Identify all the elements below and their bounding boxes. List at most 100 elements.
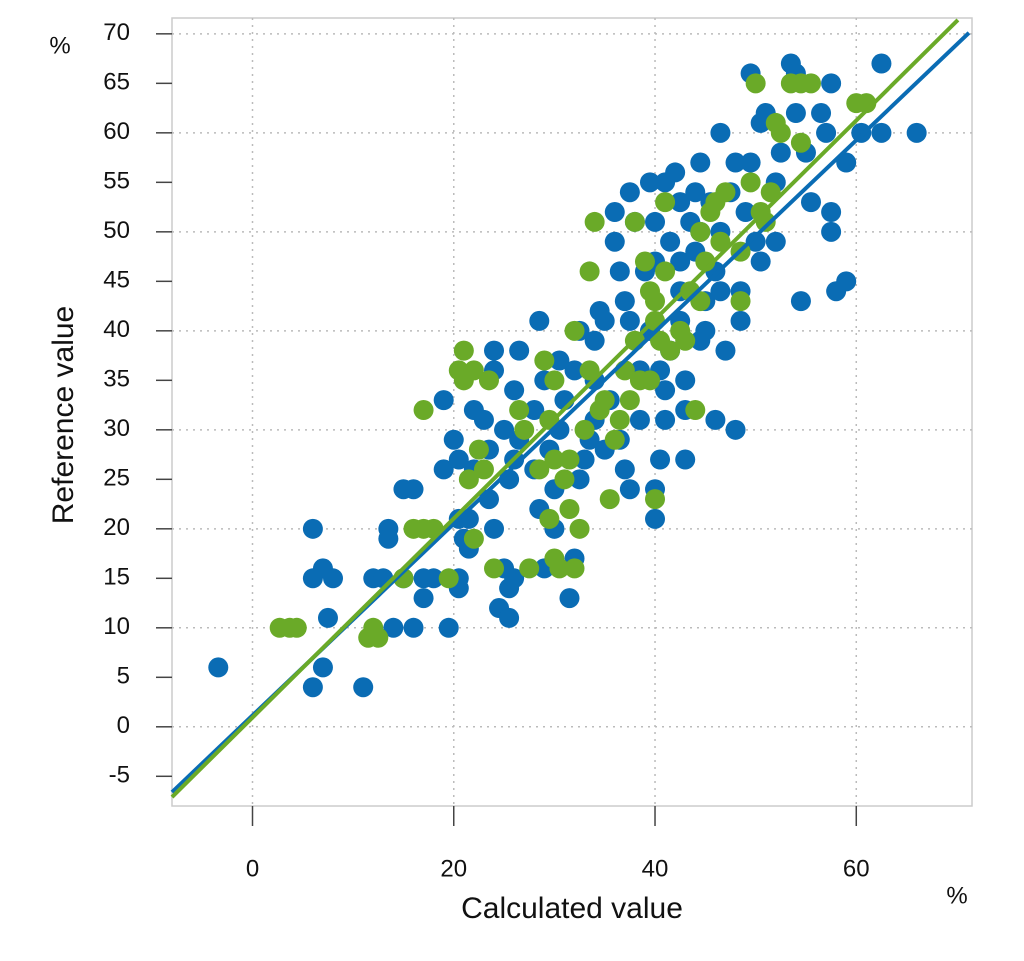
point [609,261,630,282]
x-tick-label: 60 [843,855,870,882]
point [871,122,892,143]
point [403,617,424,638]
point [584,211,605,232]
plot-frame [171,17,973,807]
point [740,152,761,173]
x-tick-label: 0 [246,855,259,882]
point [413,400,434,421]
point [609,409,630,430]
point [619,310,640,331]
point [564,320,585,341]
point [438,617,459,638]
point [519,558,540,579]
point [579,360,600,381]
point [574,419,595,440]
point [685,400,706,421]
point [629,409,650,430]
point [821,202,842,223]
point [650,449,671,470]
point [800,192,821,213]
point [594,310,615,331]
point [463,528,484,549]
point [539,409,560,430]
point [730,310,751,331]
point [675,330,696,351]
y-tick-label: 30 [103,415,130,442]
point [534,350,555,371]
point [624,211,645,232]
point [569,469,590,490]
point [458,469,479,490]
point [433,459,454,480]
point [614,459,635,480]
point [710,122,731,143]
point [655,409,676,430]
point [690,152,711,173]
point [448,449,469,470]
y-tick-label: 10 [103,613,130,640]
y-tick-label: 70 [103,19,130,46]
point [821,221,842,242]
point [690,221,711,242]
point [660,340,681,361]
point [740,172,761,193]
point [906,122,927,143]
point [710,231,731,252]
x-axis-title: Calculated value [461,892,683,925]
point [715,340,736,361]
point [645,211,666,232]
point [549,558,570,579]
point [675,370,696,391]
point [514,419,535,440]
point [594,390,615,411]
point [645,489,666,510]
point [685,182,706,203]
point [816,122,837,143]
x-tick-label: 40 [642,855,669,882]
point [670,192,691,213]
x-unit: % [946,882,967,909]
point [559,588,580,609]
point [790,132,811,153]
y-tick-label: 45 [103,267,130,294]
point [821,73,842,94]
y-tick-label: 60 [103,118,130,145]
y-tick-label: 35 [103,366,130,393]
point [770,142,791,163]
point [770,122,791,143]
point [614,291,635,312]
point [478,370,499,391]
point [509,400,530,421]
point [312,657,333,678]
point [655,380,676,401]
point [453,340,474,361]
point [645,508,666,529]
point [504,568,525,589]
y-tick-label: 20 [103,514,130,541]
point [494,419,515,440]
point [468,439,489,460]
x-tick-label: 20 [440,855,467,882]
y-tick-label: 15 [103,564,130,591]
point [484,340,505,361]
point [604,202,625,223]
point [725,419,746,440]
point [639,370,660,391]
point [619,479,640,500]
point [705,409,726,430]
point [323,568,344,589]
y-tick-label: 55 [103,168,130,195]
point [579,261,600,282]
point [484,558,505,579]
point [509,340,530,361]
point [836,271,857,292]
point [790,291,811,312]
point [660,231,681,252]
point [675,449,696,470]
point [383,617,404,638]
point [504,380,525,401]
point [695,320,716,341]
point [639,172,660,193]
